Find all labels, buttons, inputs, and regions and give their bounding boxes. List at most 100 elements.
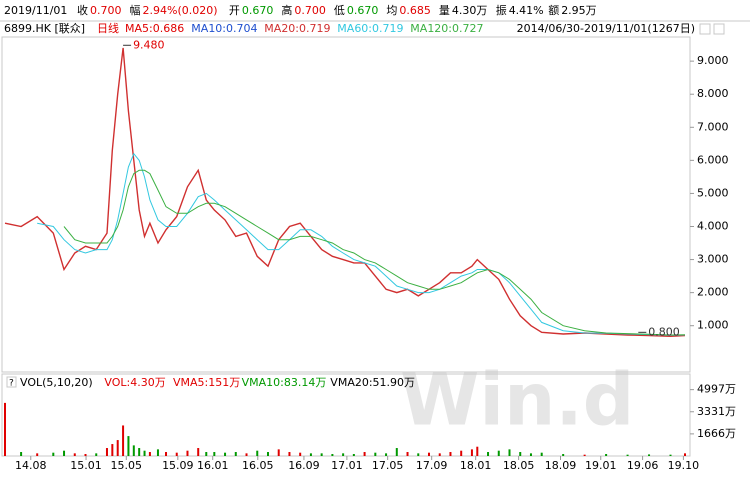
x-tick-label: 18.05 — [503, 459, 535, 472]
y-tick-label: 3331万 — [697, 405, 736, 418]
volume-bar — [342, 453, 345, 456]
quote-label: 高 — [281, 3, 292, 17]
x-tick-label: 15.09 — [162, 459, 194, 472]
volume-bar — [116, 440, 119, 456]
volume-bar — [385, 453, 388, 456]
volume-bar — [519, 452, 522, 456]
volume-bar — [288, 452, 291, 456]
volume-title: VOL(5,10,20) — [20, 376, 93, 389]
volume-bar — [497, 450, 500, 456]
volume-bar — [186, 450, 189, 456]
quote-label: 额 — [548, 4, 559, 17]
y-tick-label: 1666万 — [697, 427, 736, 440]
quote-label: 振 — [496, 3, 507, 17]
volume-bar — [374, 452, 377, 456]
volume-bar — [143, 450, 146, 456]
y-tick-label: 5.000 — [697, 186, 729, 199]
y-tick-label: 4997万 — [697, 383, 736, 396]
volume-bar — [111, 444, 114, 456]
quote-value: 4.30万 — [452, 4, 488, 17]
volume-bar — [20, 452, 23, 456]
y-tick-label: 3.000 — [697, 253, 729, 266]
help-icon[interactable] — [6, 376, 17, 388]
volume-bar — [583, 454, 586, 456]
volume-bar — [256, 450, 259, 456]
x-tick-label: 17.05 — [372, 459, 404, 472]
y-tick-label: 6.000 — [697, 153, 729, 166]
volume-bar — [205, 452, 208, 456]
indicator: 日线 — [97, 21, 119, 35]
quote-value: 0.685 — [399, 4, 431, 17]
series-line — [37, 152, 686, 336]
x-tick-label: 19.06 — [627, 459, 659, 472]
y-tick-label: 4.000 — [697, 219, 729, 232]
volume-bar — [605, 454, 608, 456]
volume-bar — [427, 452, 430, 456]
volume-bar — [299, 452, 302, 456]
volume-bar — [127, 436, 130, 456]
volume-bar — [363, 452, 366, 456]
volume-legend: VMA20:51.90万 — [330, 376, 415, 389]
volume-bar — [234, 452, 237, 456]
volume-bar — [684, 453, 686, 456]
volume-bar — [540, 452, 543, 456]
volume-bar — [417, 453, 420, 456]
quote-value: 2.95万 — [561, 4, 597, 17]
date-range: 2014/06/30-2019/11/01(1267日) — [517, 22, 695, 35]
volume-bar — [460, 450, 463, 456]
indicator: MA10:0.704 — [191, 22, 257, 35]
volume-bar — [470, 449, 473, 456]
volume-bar — [352, 454, 355, 456]
volume-bar — [148, 452, 151, 456]
volume-bar — [449, 452, 452, 456]
volume-bar — [138, 448, 141, 456]
quote-value: 4.41% — [509, 4, 544, 17]
settings-icon[interactable] — [699, 23, 711, 35]
volume-bar — [132, 445, 135, 456]
volume-bar — [508, 449, 511, 456]
legend-entry: MA60:0.719 — [337, 22, 403, 35]
quote-value: 0.700 — [90, 4, 122, 17]
volume-bar — [626, 454, 629, 456]
x-tick-label: 17.01 — [331, 459, 363, 472]
volume-bar — [529, 453, 532, 456]
volume-bar — [245, 453, 248, 456]
volume-bar — [395, 448, 398, 456]
volume-legend: VMA5:151万 — [173, 376, 240, 389]
volume-bar — [36, 453, 39, 456]
volume-bar — [309, 453, 312, 456]
volume-bar — [224, 452, 227, 456]
date: 2019/11/01 — [4, 4, 67, 17]
quote-value: 0.670 — [347, 4, 379, 17]
y-tick-label: 1.000 — [697, 319, 729, 332]
series-line — [63, 169, 686, 336]
volume-bar — [122, 425, 125, 456]
x-tick-label: 17.09 — [416, 459, 448, 472]
indicator: MA5:0.686 — [125, 22, 184, 35]
volume-bar — [73, 453, 76, 456]
security: 6899.HK [联众] — [4, 22, 85, 35]
x-tick-label: 18.09 — [545, 459, 577, 472]
quote-label: 量 — [439, 4, 450, 17]
volume-bar — [165, 452, 168, 456]
series-line — [4, 47, 686, 338]
y-tick-label: 8.000 — [697, 87, 729, 100]
volume-legend: VOL:4.30万 — [104, 376, 165, 389]
quote-label: 开 — [229, 4, 240, 17]
legend-entry: MA120:0.727 — [410, 22, 483, 35]
volume-bar — [669, 454, 672, 456]
volume-bar — [105, 448, 108, 456]
volume-legend: VMA10:83.14万 — [242, 376, 327, 389]
volume-bar — [648, 454, 651, 456]
volume-bar — [84, 454, 87, 456]
volume-bar — [277, 449, 280, 456]
settings-icon[interactable] — [713, 23, 725, 35]
x-tick-label: 19.10 — [668, 459, 700, 472]
help-icon-label: ? — [9, 379, 14, 389]
volume-bar — [175, 452, 178, 456]
annotation: 0.800 — [648, 325, 680, 338]
x-tick-label: 15.05 — [111, 459, 143, 472]
volume-bar — [476, 446, 479, 456]
